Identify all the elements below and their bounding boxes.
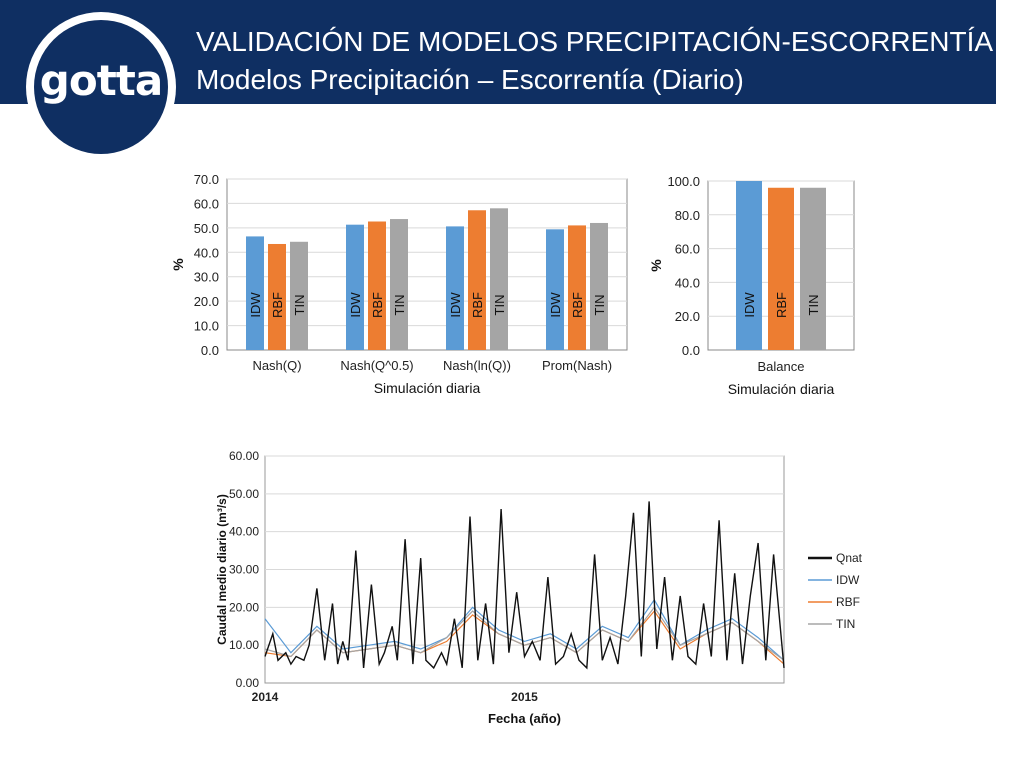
y-tick-label: 40.0 <box>194 245 219 260</box>
y-tick-label: 100.0 <box>667 174 700 189</box>
y-tick-label: 50.00 <box>229 487 259 501</box>
bar-rbf <box>268 243 286 350</box>
bar-rbf <box>568 225 586 350</box>
logo-inner <box>34 20 168 154</box>
legend-label: Qnat <box>836 551 863 565</box>
y-tick-label: 20.00 <box>229 600 259 614</box>
y-tick-label: 50.0 <box>194 221 219 236</box>
bar-tin <box>290 241 308 350</box>
line-qnat <box>264 501 785 670</box>
line-tin <box>264 606 785 661</box>
legend-label: RBF <box>836 595 860 609</box>
bar-idw <box>736 181 762 350</box>
bar-idw <box>246 236 264 350</box>
y-tick-label: 40.0 <box>675 275 700 290</box>
bar-series-label: TIN <box>392 295 407 316</box>
chart-daily-flow-lines: 0.00 10.00 20.00 30.00 40.00 50.00 60.00 2014 20… <box>215 449 863 726</box>
y-axis-title: Caudal medio diario (m³/s) <box>215 494 229 645</box>
y-tick-label: 0.0 <box>682 343 700 358</box>
plot-area <box>226 178 628 351</box>
bar-tin <box>590 222 608 350</box>
y-tick-label: 10.00 <box>229 638 259 652</box>
bar-series-label: RBF <box>774 292 789 318</box>
x-tick-label: 2014 <box>252 690 279 704</box>
y-axis-title: % <box>170 258 186 271</box>
x-axis-title: Simulación diaria <box>728 381 835 397</box>
bar-series-label: IDW <box>448 292 463 318</box>
y-tick-label: 70.0 <box>194 172 219 187</box>
y-tick-label: 30.0 <box>194 270 219 285</box>
bar-series-label: RBF <box>270 292 285 318</box>
bar-series-label: TIN <box>806 295 821 316</box>
bar-idw <box>446 226 464 350</box>
bar-tin <box>490 208 508 350</box>
line-idw <box>264 598 785 661</box>
chart-nash-bars: 0.0 10.0 20.0 30.0 40.0 50.0 60.0 70.0 IDW RBF TIN… <box>170 172 628 396</box>
y-tick-label: 40.00 <box>229 525 259 539</box>
bar-series-label: IDW <box>248 292 263 318</box>
x-tick-label: Nash(Q^0.5) <box>340 358 413 373</box>
y-tick-label: 60.0 <box>675 242 700 257</box>
y-tick-label: 0.00 <box>236 676 260 690</box>
y-tick-label: 80.0 <box>675 208 700 223</box>
bar-rbf <box>368 221 386 350</box>
bar-series-label: IDW <box>348 292 363 318</box>
gotta-logo: gotta <box>39 56 163 105</box>
bar-rbf <box>768 187 794 350</box>
x-tick-label: Nash(ln(Q)) <box>443 358 511 373</box>
bar-series-label: TIN <box>492 295 507 316</box>
bar-rbf <box>468 210 486 350</box>
y-tick-label: 0.0 <box>201 343 219 358</box>
y-tick-label: 30.00 <box>229 563 259 577</box>
y-tick-label: 60.00 <box>229 449 259 463</box>
bar-idw <box>546 229 564 350</box>
bar-series-label: RBF <box>570 292 585 318</box>
bar-series-label: RBF <box>470 292 485 318</box>
bar-series-label: TIN <box>592 295 607 316</box>
bar-series-label: RBF <box>370 292 385 318</box>
x-tick-label: Prom(Nash) <box>542 358 612 373</box>
x-tick-label: Balance <box>758 359 805 374</box>
bar-series-label: TIN <box>292 295 307 316</box>
legend-label: TIN <box>836 617 855 631</box>
x-tick-label: Nash(Q) <box>252 358 301 373</box>
chart-balance-bars: 0.0 20.0 40.0 60.0 80.0 100.0 IDW RBF TIN Balance… <box>648 174 855 397</box>
y-axis-title: % <box>648 259 664 272</box>
bar-idw <box>346 224 364 350</box>
bar-tin <box>390 219 408 350</box>
x-axis-title: Simulación diaria <box>374 380 481 396</box>
bar-series-label: IDW <box>548 292 563 318</box>
y-tick-label: 20.0 <box>675 309 700 324</box>
page-title: VALIDACIÓN DE MODELOS PRECIPITACIÓN-ESCO… <box>196 26 994 57</box>
y-tick-label: 10.0 <box>194 319 219 334</box>
y-tick-label: 20.0 <box>194 294 219 309</box>
x-tick-label: 2015 <box>511 690 538 704</box>
x-axis-title: Fecha (año) <box>488 711 561 726</box>
page-subtitle: Modelos Precipitación – Escorrentía (Dia… <box>196 64 744 95</box>
bar-tin <box>800 187 826 350</box>
bar-series-label: IDW <box>742 292 757 318</box>
legend-label: IDW <box>836 573 860 587</box>
y-tick-label: 60.0 <box>194 196 219 211</box>
